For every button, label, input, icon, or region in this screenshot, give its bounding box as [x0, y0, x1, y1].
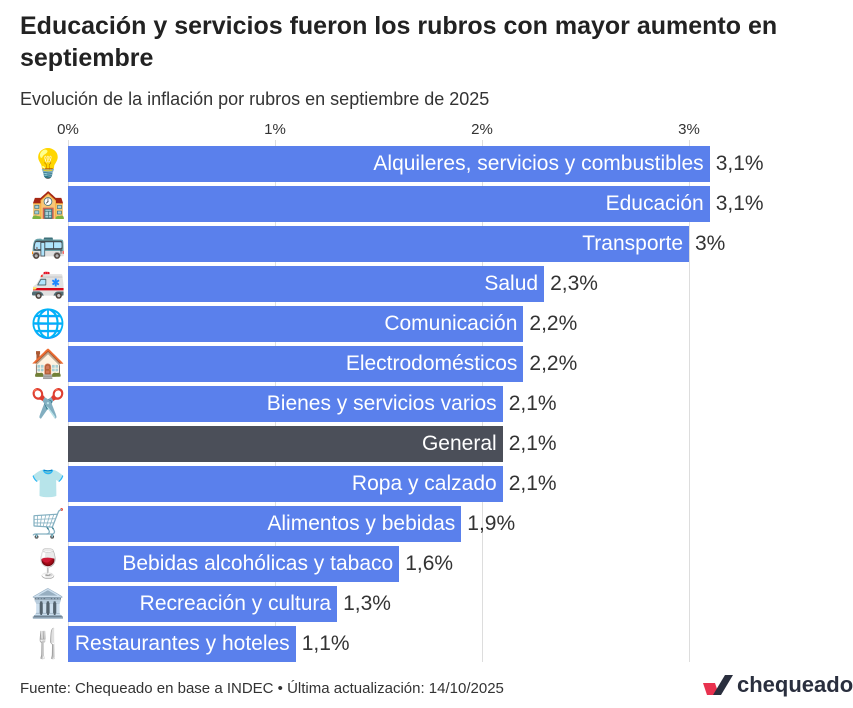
bar: Alimentos y bebidas: [68, 506, 462, 542]
bar-value-label: 3%: [695, 232, 726, 255]
shopping-cart-icon: 🛒: [28, 506, 68, 542]
fork-knife-icon: 🍴: [28, 626, 68, 662]
bar-value-label: 3,1%: [715, 152, 764, 175]
museum-icon: 🏛️: [28, 586, 68, 622]
bar: Comunicación: [68, 306, 524, 342]
bar-value-label: 2,2%: [529, 352, 578, 375]
bar-category-label: Electrodomésticos: [345, 352, 518, 375]
bar-category-label: Alimentos y bebidas: [267, 512, 456, 535]
bar-value-label: 2,1%: [508, 472, 557, 495]
bar-value-label: 2,1%: [508, 432, 557, 455]
chart-subtitle: Evolución de la inflación por rubros en …: [20, 89, 490, 109]
light-bulb-icon: 💡: [28, 146, 68, 182]
bar: Educación: [68, 186, 710, 222]
bar-value-label: 1,6%: [405, 552, 454, 575]
bar-value-label: 1,1%: [301, 632, 350, 655]
bar-value-label: 3,1%: [715, 192, 764, 215]
bus-icon: 🚌: [28, 226, 68, 262]
bar: Bebidas alcohólicas y tabaco: [68, 546, 400, 582]
wine-glass-icon: 🍷: [28, 546, 68, 582]
bar: Alquileres, servicios y combustibles: [68, 146, 710, 182]
bar-category-label: Bienes y servicios varios: [266, 392, 497, 415]
bar-category-label: Transporte: [582, 232, 683, 255]
bar: Transporte: [68, 226, 689, 262]
scissors-icon: ✂️: [28, 386, 68, 422]
bar-category-label: Educación: [605, 192, 704, 215]
chequeado-logo: chequeado: [703, 672, 853, 698]
t-shirt-icon: 👕: [28, 466, 68, 502]
bar: Salud: [68, 266, 545, 302]
bar-category-label: General: [421, 432, 497, 455]
chart-title: Educación y servicios fueron los rubros …: [20, 12, 778, 72]
bar-category-label: Alquileres, servicios y combustibles: [373, 152, 704, 175]
bar-category-label: Comunicación: [384, 312, 518, 335]
source-footer: Fuente: Chequeado en base a INDEC • Últi…: [20, 680, 504, 697]
bar-value-label: 1,9%: [467, 512, 516, 535]
gridline: [689, 140, 690, 662]
school-icon: 🏫: [28, 186, 68, 222]
bar: Bienes y servicios varios: [68, 386, 503, 422]
bar-category-label: Ropa y calzado: [351, 472, 497, 495]
x-tick-label: 3%: [678, 121, 700, 138]
bar: Restaurantes y hoteles: [68, 626, 296, 662]
logo-text: chequeado: [737, 672, 853, 697]
bar-category-label: Bebidas alcohólicas y tabaco: [122, 552, 394, 575]
house-icon: 🏠: [28, 346, 68, 382]
bar-category-label: Salud: [484, 272, 539, 295]
bar-category-label: Recreación y cultura: [139, 592, 332, 615]
bar-category-label: Restaurantes y hoteles: [74, 632, 290, 655]
bar: Electrodomésticos: [68, 346, 524, 382]
logo-mark-icon: [703, 675, 733, 695]
bar: General: [68, 426, 503, 462]
bar-value-label: 2,1%: [508, 392, 557, 415]
bar-value-label: 2,2%: [529, 312, 578, 335]
x-tick-label: 1%: [264, 121, 286, 138]
bar: Recreación y cultura: [68, 586, 338, 622]
bar: Ropa y calzado: [68, 466, 503, 502]
x-tick-label: 2%: [471, 121, 493, 138]
bar-value-label: 2,3%: [550, 272, 598, 295]
ambulance-icon: 🚑: [28, 266, 68, 302]
globe-icon: 🌐: [28, 306, 68, 342]
x-tick-label: 0%: [57, 121, 79, 138]
bar-value-label: 1,3%: [343, 592, 391, 615]
